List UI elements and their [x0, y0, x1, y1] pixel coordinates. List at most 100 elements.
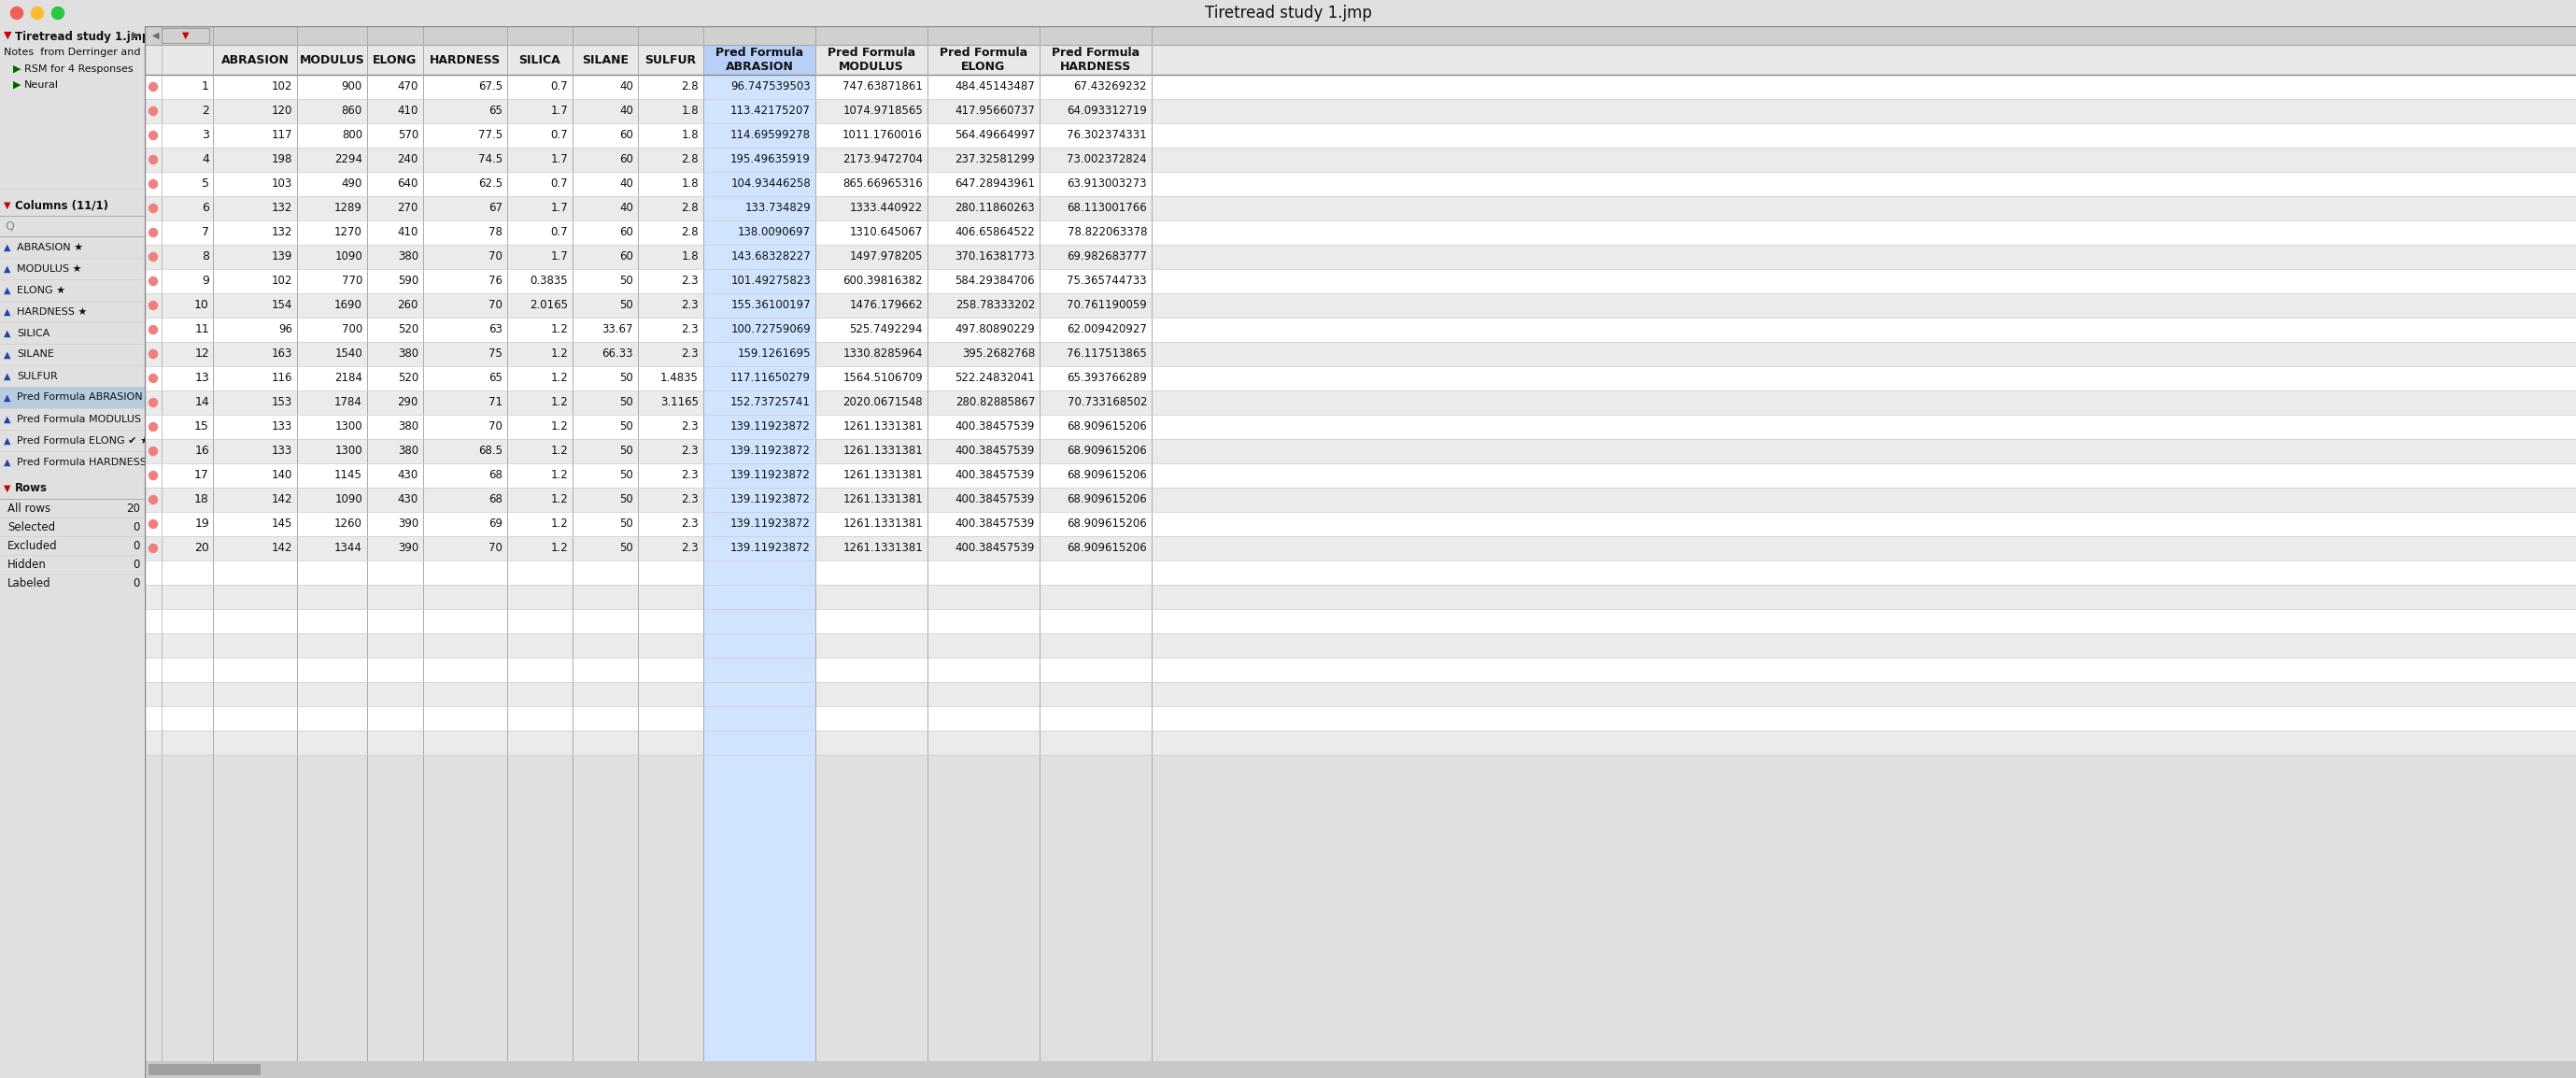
Text: 1.2: 1.2	[551, 323, 567, 336]
Text: 564.49664997: 564.49664997	[956, 129, 1036, 141]
Text: 40: 40	[618, 81, 634, 93]
Circle shape	[10, 6, 23, 19]
Text: 1011.1760016: 1011.1760016	[842, 129, 922, 141]
Text: MODULUS: MODULUS	[299, 54, 366, 66]
Text: 8: 8	[201, 251, 209, 263]
Text: 75.365744733: 75.365744733	[1066, 275, 1146, 287]
Circle shape	[52, 6, 64, 19]
Circle shape	[149, 277, 157, 286]
Text: ▲: ▲	[3, 307, 10, 316]
Text: 117.11650279: 117.11650279	[732, 372, 811, 385]
Bar	[144, 221, 2576, 245]
Text: 1.2: 1.2	[551, 397, 567, 409]
Text: Tiretread study 1.jmp: Tiretread study 1.jmp	[1206, 4, 1370, 22]
Bar	[703, 634, 817, 658]
Text: 9: 9	[201, 275, 209, 287]
Text: 0.7: 0.7	[551, 178, 567, 190]
Bar	[144, 658, 2576, 682]
Text: 484.45143487: 484.45143487	[956, 81, 1036, 93]
Text: 60: 60	[618, 129, 634, 141]
Text: 470: 470	[397, 81, 417, 93]
Text: 6: 6	[201, 203, 209, 215]
Text: Labeled: Labeled	[8, 577, 52, 589]
Text: Pred Formula: Pred Formula	[827, 47, 914, 59]
Text: 62.5: 62.5	[479, 178, 502, 190]
Bar	[144, 561, 2576, 584]
Text: 2.3: 2.3	[680, 469, 698, 482]
Text: HARDNESS: HARDNESS	[1059, 60, 1131, 72]
Text: 68.909615206: 68.909615206	[1066, 494, 1146, 506]
Text: ▶: ▶	[131, 31, 139, 40]
Text: ▼: ▼	[3, 484, 10, 494]
Text: 380: 380	[397, 251, 417, 263]
Text: 2.3: 2.3	[680, 494, 698, 506]
Text: 2294: 2294	[335, 154, 363, 166]
Bar	[703, 221, 817, 245]
Text: 50: 50	[618, 469, 634, 482]
Text: 20: 20	[126, 502, 139, 514]
Bar	[0, 479, 144, 499]
Bar	[144, 536, 2576, 561]
Text: Hidden: Hidden	[8, 558, 46, 570]
Bar	[144, 148, 2576, 171]
Text: 101.49275823: 101.49275823	[732, 275, 811, 287]
Text: 70: 70	[489, 300, 502, 312]
Text: 380: 380	[397, 348, 417, 360]
Bar	[703, 270, 817, 293]
Text: ABRASION: ABRASION	[726, 60, 793, 72]
Circle shape	[149, 423, 157, 431]
Text: Tiretread study 1.jmp: Tiretread study 1.jmp	[15, 31, 149, 43]
Text: 18: 18	[193, 494, 209, 506]
Text: 0: 0	[134, 521, 139, 533]
Text: 400.38457539: 400.38457539	[956, 542, 1036, 554]
Bar	[703, 99, 817, 123]
Text: 50: 50	[618, 445, 634, 457]
Text: 1310.645067: 1310.645067	[850, 226, 922, 238]
Bar	[703, 390, 817, 415]
Text: ▲: ▲	[3, 371, 10, 381]
Text: 260: 260	[397, 300, 417, 312]
Bar	[703, 439, 817, 464]
Text: 102: 102	[270, 81, 291, 93]
Circle shape	[149, 496, 157, 505]
Text: 380: 380	[397, 420, 417, 433]
Text: 406.65864522: 406.65864522	[956, 226, 1036, 238]
Text: 1476.179662: 1476.179662	[850, 300, 922, 312]
Text: 153: 153	[270, 397, 291, 409]
Text: SULFUR: SULFUR	[18, 371, 57, 381]
Text: 74.5: 74.5	[479, 154, 502, 166]
Circle shape	[149, 252, 157, 261]
Bar	[144, 293, 2576, 318]
Text: 70.761190059: 70.761190059	[1066, 300, 1146, 312]
Text: 159.1261695: 159.1261695	[737, 348, 811, 360]
Text: 100.72759069: 100.72759069	[732, 323, 811, 336]
Text: 1261.1331381: 1261.1331381	[842, 420, 922, 433]
Text: 2.8: 2.8	[680, 203, 698, 215]
Text: 4: 4	[201, 154, 209, 166]
Text: ▲: ▲	[3, 457, 10, 467]
Text: 76.302374331: 76.302374331	[1066, 129, 1146, 141]
Bar	[144, 99, 2576, 123]
Text: 1.2: 1.2	[551, 494, 567, 506]
Bar	[144, 706, 2576, 731]
Circle shape	[149, 374, 157, 383]
Text: 430: 430	[397, 469, 417, 482]
Bar	[144, 270, 2576, 293]
Text: 60: 60	[618, 154, 634, 166]
Text: 525.7492294: 525.7492294	[850, 323, 922, 336]
Text: 395.2682768: 395.2682768	[961, 348, 1036, 360]
Text: 133: 133	[270, 445, 291, 457]
Text: 390: 390	[397, 519, 417, 530]
Bar	[144, 1061, 2576, 1078]
Text: 2.3: 2.3	[680, 348, 698, 360]
Circle shape	[149, 132, 157, 140]
Text: 2.3: 2.3	[680, 275, 698, 287]
Bar	[703, 561, 817, 584]
Bar	[703, 74, 817, 99]
Text: 138.0090697: 138.0090697	[737, 226, 811, 238]
Text: 2.8: 2.8	[680, 226, 698, 238]
Text: 2.3: 2.3	[680, 323, 698, 336]
Text: SILICA: SILICA	[18, 329, 49, 337]
Text: 68: 68	[489, 494, 502, 506]
Text: 1.2: 1.2	[551, 348, 567, 360]
